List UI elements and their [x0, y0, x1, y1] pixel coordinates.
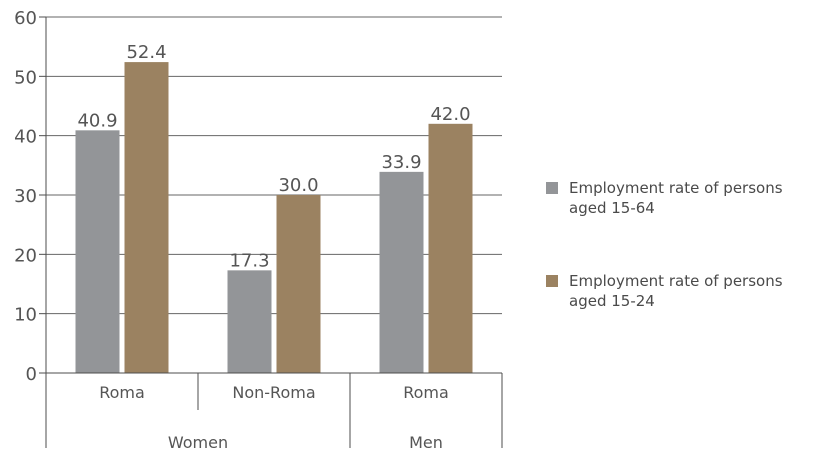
group-label: Men [409, 433, 443, 452]
data-label: 52.4 [126, 42, 166, 63]
legend-label-15-24: Employment rate of persons aged 15-24 [569, 272, 783, 310]
legend-swatch-15-64 [546, 182, 558, 194]
y-tick-label: 30 [14, 186, 37, 207]
y-tick-label: 10 [14, 305, 37, 326]
bar [428, 123, 473, 373]
bar [124, 62, 169, 374]
legend-item-15-24: Employment rate of persons aged 15-24 [546, 271, 818, 311]
legend-label-15-64: Employment rate of persons aged 15-64 [569, 179, 783, 217]
data-label: 42.0 [430, 104, 470, 125]
data-label: 33.9 [381, 152, 421, 173]
y-tick-label: 20 [14, 245, 37, 266]
y-tick-label: 50 [14, 67, 37, 88]
data-label: 30.0 [278, 175, 318, 196]
x-tick-label: Roma [99, 383, 145, 402]
legend-item-15-64: Employment rate of persons aged 15-64 [546, 178, 818, 218]
legend-swatch-15-24 [546, 275, 558, 287]
y-tick-label: 60 [14, 8, 37, 29]
bar [227, 270, 272, 373]
data-label: 17.3 [229, 250, 269, 271]
bar [75, 130, 120, 373]
y-tick-label: 0 [26, 364, 37, 385]
group-label: Women [168, 433, 228, 452]
x-tick-label: Non-Roma [232, 383, 315, 402]
bar [379, 171, 424, 373]
x-tick-label: Roma [403, 383, 449, 402]
data-label: 40.9 [77, 110, 117, 131]
y-tick-label: 40 [14, 127, 37, 148]
bar [276, 195, 321, 373]
